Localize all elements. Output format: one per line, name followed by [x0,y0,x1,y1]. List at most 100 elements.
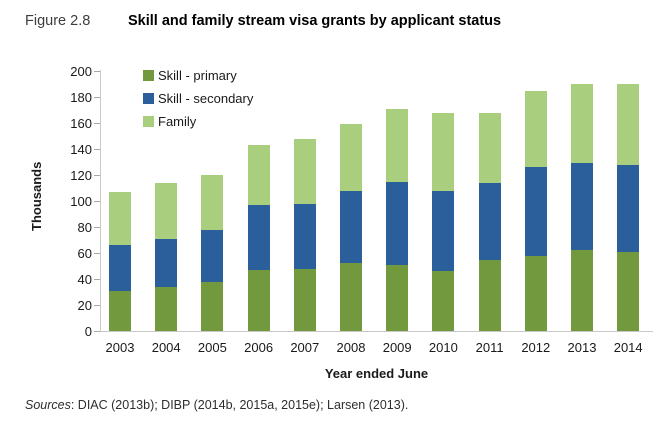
bar-segment-2009-family [386,108,409,182]
bar-segment-2007-skill-secondary [293,203,316,269]
bar-segment-2010-family [432,112,455,191]
legend-label: Skill - primary [158,68,237,83]
bar-segment-2003-skill-secondary [109,245,131,291]
y-tick-label: 100 [70,194,92,209]
y-tick-label: 160 [70,116,92,131]
bar-segment-2014-family [617,84,640,165]
sources-text: : DIAC (2013b); DIBP (2014b, 2015a, 2015… [70,398,409,412]
bar-2009 [386,108,409,331]
bar-segment-2003-family [109,191,131,246]
bar-segment-2007-skill-primary [293,268,316,331]
bar-segment-2014-skill-secondary [617,164,640,252]
x-tick-label-2012: 2012 [521,340,551,355]
legend-label: Family [158,114,197,129]
bar-2013 [571,84,593,331]
x-tick-label-2009: 2009 [382,340,412,355]
bar-segment-2013-family [571,84,593,164]
y-tick-label: 120 [70,168,92,183]
bar-2007 [293,138,316,331]
bar-segment-2013-skill-primary [571,250,593,331]
y-tick-mark [94,201,100,202]
y-tick-label: 40 [77,272,92,287]
bar-segment-2004-skill-secondary [155,238,178,287]
y-tick-mark [94,123,100,124]
bar-segment-2008-skill-secondary [340,190,362,264]
bar-segment-2006-family [247,145,270,205]
bar-segment-2005-skill-primary [201,281,224,331]
y-tick-mark [94,227,100,228]
bar-2005 [201,175,224,331]
y-tick-label: 200 [70,64,92,79]
bar-segment-2006-skill-primary [247,269,270,331]
bar-2014 [617,84,640,331]
legend-swatch-icon [143,70,154,81]
bar-segment-2011-family [478,112,501,183]
bar-2010 [432,112,455,331]
bar-segment-2008-family [340,124,362,191]
figure-number: Figure 2.8 [25,13,91,29]
y-tick-label: 0 [84,324,92,339]
x-tick-label-2010: 2010 [428,340,458,355]
y-tick-label: 80 [77,220,92,235]
bar-segment-2013-skill-secondary [571,163,593,251]
y-tick-mark [94,331,100,332]
bar-segment-2012-skill-primary [524,255,547,331]
x-tick-label-2004: 2004 [151,340,181,355]
bar-segment-2012-family [524,90,547,168]
bar-segment-2011-skill-secondary [478,182,501,260]
bar-segment-2005-skill-secondary [201,229,224,282]
figure-header: Figure 2.8 Skill and family stream visa … [0,13,664,33]
x-tick-label-2013: 2013 [567,340,597,355]
y-tick-mark [94,279,100,280]
legend-item: Skill - secondary [143,91,253,106]
x-tick-label-2011: 2011 [475,340,504,355]
bar-2008 [340,124,362,331]
bar-segment-2010-skill-secondary [432,190,455,272]
bar-segment-2014-skill-primary [617,251,640,331]
legend-swatch-icon [143,93,154,104]
sources-note: Sources: DIAC (2013b); DIBP (2014b, 2015… [25,398,408,412]
plot-area [100,71,653,331]
y-tick-label: 140 [70,142,92,157]
y-tick-mark [94,149,100,150]
legend-item: Family [143,114,253,129]
y-tick-mark [94,305,100,306]
chart-legend: Skill - primary Skill - secondary Family [143,68,253,137]
bar-segment-2007-family [293,138,316,204]
y-axis-line [100,70,101,331]
bar-2012 [524,90,547,331]
bar-segment-2009-skill-secondary [386,181,409,265]
sources-label: Sources [25,398,71,412]
bar-segment-2006-skill-secondary [247,204,270,270]
y-tick-mark [94,71,100,72]
figure-title: Skill and family stream visa grants by a… [128,13,502,29]
bar-segment-2004-skill-primary [155,286,178,331]
bar-segment-2011-skill-primary [478,259,501,331]
bar-segment-2005-family [201,175,224,230]
bar-segment-2009-skill-primary [386,264,409,331]
y-tick-mark [94,175,100,176]
x-axis-line [94,331,653,332]
bar-segment-2010-skill-primary [432,271,455,331]
legend-item: Skill - primary [143,68,253,83]
bar-segment-2004-family [155,182,178,239]
x-tick-label-2014: 2014 [613,340,643,355]
y-tick-label: 180 [70,90,92,105]
y-tick-mark [94,253,100,254]
y-tick-label: 20 [77,298,92,313]
bar-segment-2003-skill-primary [109,290,131,331]
bar-segment-2012-skill-secondary [524,167,547,256]
x-tick-label-2007: 2007 [290,340,320,355]
bar-2004 [155,182,178,331]
x-tick-label-2008: 2008 [336,340,366,355]
bar-2003 [109,191,131,331]
x-tick-label-2003: 2003 [105,340,135,355]
legend-label: Skill - secondary [158,91,254,106]
x-tick-label-2005: 2005 [197,340,227,355]
y-tick-mark [94,97,100,98]
bar-2011 [478,112,501,331]
x-axis-title: Year ended June [324,366,429,381]
bar-2006 [247,145,270,331]
